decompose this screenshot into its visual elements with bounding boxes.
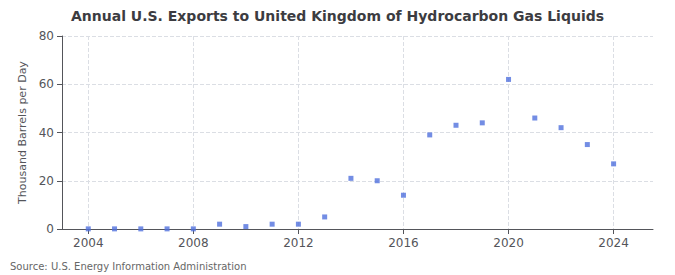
svg-text:Source: U.S. Energy Informatio: Source: U.S. Energy Information Administ…: [10, 261, 247, 272]
svg-text:40: 40: [39, 126, 54, 140]
svg-text:2016: 2016: [388, 236, 419, 250]
svg-text:2004: 2004: [73, 236, 104, 250]
svg-text:2020: 2020: [493, 236, 524, 250]
svg-text:Thousand Barrels per Day: Thousand Barrels per Day: [16, 61, 29, 205]
svg-text:2024: 2024: [598, 236, 629, 250]
svg-text:2008: 2008: [178, 236, 209, 250]
svg-text:0: 0: [46, 222, 54, 236]
svg-text:2012: 2012: [283, 236, 314, 250]
svg-text:20: 20: [39, 174, 54, 188]
svg-text:Annual U.S. Exports to United: Annual U.S. Exports to United Kingdom of…: [71, 8, 604, 24]
svg-text:60: 60: [39, 77, 54, 91]
svg-text:80: 80: [39, 29, 54, 43]
